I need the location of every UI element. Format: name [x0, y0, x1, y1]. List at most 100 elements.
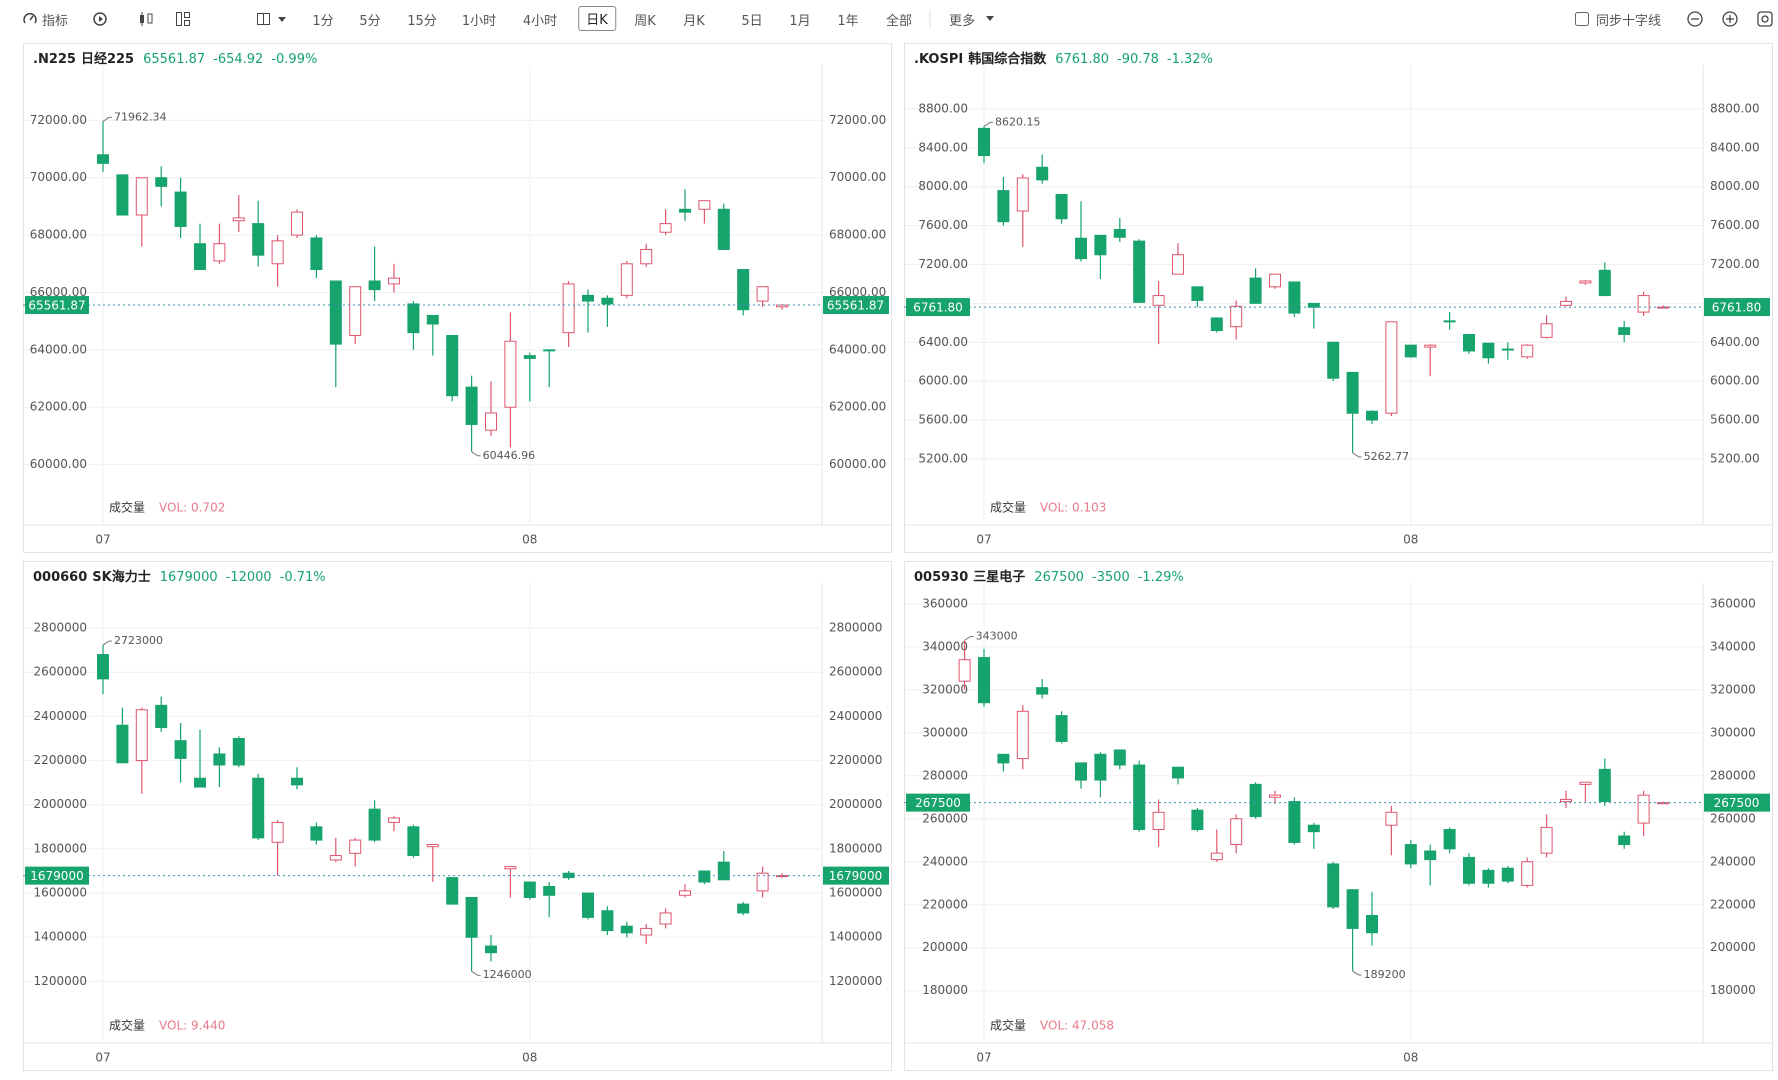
volume-title: 成交量 [109, 500, 145, 515]
layout-icon[interactable] [175, 11, 191, 27]
y-tick-label: 70000.00 [30, 170, 87, 184]
separator [929, 10, 931, 28]
candle-body [213, 243, 226, 262]
x-tick-label: 08 [1403, 533, 1418, 547]
y-tick-label: 8800.00 [918, 101, 968, 115]
y-tick-label: 280000 [922, 768, 968, 782]
zoom-out-button[interactable] [1686, 10, 1704, 28]
candle-body [679, 208, 691, 213]
candle-body [1307, 824, 1320, 833]
replay-icon[interactable] [92, 11, 108, 27]
volume-title: 成交量 [990, 1018, 1026, 1033]
candle-body [1657, 802, 1669, 805]
y-tick-label: 7600.00 [918, 218, 968, 232]
candle-body [717, 861, 730, 881]
candle-body [155, 177, 168, 187]
price-tag [1704, 298, 1770, 317]
settings-button[interactable] [1756, 10, 1774, 28]
candle-body [582, 892, 594, 918]
chart-header: 005930 三星电子 267500 -3500 -1.29% [914, 569, 1184, 585]
y-tick-label: 5600.00 [918, 413, 968, 427]
candle-body [1172, 766, 1184, 779]
price-tag [906, 793, 970, 812]
change: -3500 [1092, 570, 1130, 585]
candle-body [543, 349, 556, 352]
interval-button[interactable]: 月K [683, 14, 705, 29]
candle-body [252, 223, 265, 256]
min-label: 1246000 [483, 968, 532, 981]
candle-body [271, 240, 284, 265]
interval-button[interactable]: 1月 [789, 14, 811, 29]
candle-body [1482, 869, 1495, 884]
volume-label: VOL: 0.103 [1040, 501, 1106, 515]
candle-body [485, 945, 497, 954]
candle-body [1133, 764, 1146, 831]
panel-frame [904, 43, 1773, 553]
interval-button[interactable]: 15分 [407, 14, 437, 29]
more-button[interactable]: 更多 [949, 14, 976, 29]
candle-body [1075, 237, 1087, 260]
candle-body [1443, 829, 1456, 850]
name: 日经225 [81, 51, 134, 67]
candle-body [698, 200, 711, 210]
min-label: 189200 [1364, 968, 1406, 981]
interval-button[interactable]: 4小时 [522, 14, 558, 29]
candle-body [582, 294, 594, 302]
candle-body [737, 903, 750, 914]
y-tick-label: 360000 [922, 596, 968, 610]
candle-body [446, 335, 459, 397]
y-tick-label: 72000.00 [30, 113, 87, 127]
candle-body [291, 211, 303, 236]
candle-body [1463, 856, 1475, 884]
candle-body [1443, 320, 1456, 323]
candle-body [1269, 794, 1281, 798]
indicator-button[interactable]: 指标 [42, 14, 69, 29]
zoom-in-button[interactable] [1721, 10, 1739, 28]
candle-body [407, 303, 420, 334]
min-leader [471, 970, 481, 976]
candle-body [1501, 348, 1514, 351]
sync-label[interactable]: 同步十字线 [1596, 14, 1662, 29]
y-tick-label: 320000 [922, 682, 968, 696]
candle-body [1424, 850, 1437, 861]
candle-body [1463, 333, 1475, 352]
candle-body [1618, 835, 1631, 846]
candle-body [1637, 794, 1650, 824]
interval-button[interactable]: 1小时 [461, 14, 497, 29]
y-tick-label: 2600000 [34, 665, 87, 679]
interval-button[interactable]: 1年 [837, 14, 859, 29]
grid-layout-menu[interactable] [256, 11, 290, 27]
y-tick-label: 300000 [922, 725, 968, 739]
candle-body [737, 269, 750, 311]
interval-button[interactable]: 周K [634, 14, 656, 29]
candle-body [310, 237, 323, 271]
candle-body [1094, 753, 1107, 781]
max-label: 71962.34 [114, 110, 167, 123]
candle-body [271, 821, 284, 843]
interval-button[interactable]: 1分 [312, 14, 334, 29]
sync-checkbox[interactable] [1574, 11, 1590, 27]
volume-title: 成交量 [990, 500, 1026, 515]
candle-body [978, 657, 990, 704]
symbol: .N225 [33, 52, 76, 67]
interval-button[interactable]: 全部 [885, 14, 913, 29]
candle-body [756, 286, 769, 302]
candle-body [620, 263, 633, 296]
interval-button[interactable]: 日K [578, 6, 616, 31]
candle-body [504, 866, 517, 870]
candle-type-icon[interactable] [138, 11, 154, 27]
y-tick-label: 6400.00 [918, 335, 968, 349]
interval-button[interactable]: 5分 [359, 14, 381, 29]
y-tick-label: 1600000 [829, 886, 882, 900]
candle-body [1133, 240, 1146, 303]
chart-panel: 005930 三星电子 267500 -3500 -1.29% 180000 180000 2… [904, 561, 1773, 1071]
interval-button[interactable]: 5日 [741, 14, 763, 29]
y-tick-label: 68000.00 [829, 228, 886, 242]
price-tag [1704, 793, 1770, 812]
candle-body [1191, 809, 1204, 831]
candle-body [407, 826, 420, 857]
candle-body [1249, 783, 1262, 818]
y-tick-label: 180000 [1710, 983, 1756, 997]
indicator-icon[interactable] [22, 11, 38, 27]
y-tick-label: 2000000 [829, 797, 882, 811]
